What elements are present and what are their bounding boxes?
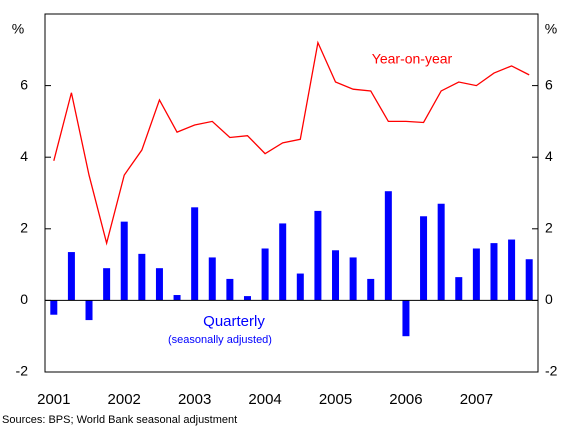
bar (155, 268, 163, 301)
bar (103, 268, 111, 301)
x-tick-label: 2006 (389, 391, 422, 408)
bar (208, 257, 216, 301)
bar (50, 300, 58, 315)
bar (367, 278, 375, 301)
bar (67, 252, 75, 301)
bar (437, 203, 445, 301)
bar (191, 207, 199, 301)
bar (332, 250, 340, 301)
bar (279, 223, 287, 301)
bar (525, 259, 533, 301)
x-tick-label: 2007 (460, 391, 493, 408)
bar (261, 248, 269, 301)
source-note: Sources: BPS; World Bank seasonal adjust… (2, 414, 237, 426)
y-unit-right: % (545, 21, 557, 37)
bar (490, 243, 498, 301)
y-tick-label-right: 0 (545, 291, 553, 307)
y-tick-label-right: 4 (545, 148, 553, 164)
y-tick-label: 6 (20, 76, 28, 92)
y-tick-label: -2 (16, 363, 29, 379)
bar (349, 257, 357, 301)
y-tick-label: 0 (20, 291, 28, 307)
bar (120, 221, 128, 301)
x-tick-label: 2005 (319, 391, 352, 408)
bar (173, 295, 181, 301)
bar (455, 277, 463, 301)
y-tick-label-right: -2 (545, 363, 558, 379)
x-tick-label: 2004 (248, 391, 281, 408)
plot-frame (44, 13, 539, 373)
y-tick-label: 4 (20, 148, 28, 164)
bar (85, 300, 93, 321)
bar (138, 253, 146, 301)
bar (226, 278, 234, 301)
y-tick-label: 2 (20, 220, 28, 236)
x-tick-label: 2001 (37, 391, 70, 408)
bar-sublabel: (seasonally adjusted) (168, 334, 272, 346)
x-tick-label: 2002 (108, 391, 141, 408)
bar (384, 191, 392, 301)
bar (402, 300, 410, 337)
y-tick-label-right: 2 (545, 220, 553, 236)
bar (472, 248, 480, 301)
bar (296, 273, 304, 301)
bar-label: Quarterly (203, 313, 265, 330)
y-tick-label-right: 6 (545, 76, 553, 92)
bar (243, 296, 251, 301)
bar (420, 216, 428, 301)
bar (508, 239, 516, 301)
bar (314, 210, 322, 301)
x-tick-label: 2003 (178, 391, 211, 408)
line-label: Year-on-year (372, 51, 453, 67)
y-unit-left: % (12, 21, 24, 37)
line (53, 40, 530, 246)
